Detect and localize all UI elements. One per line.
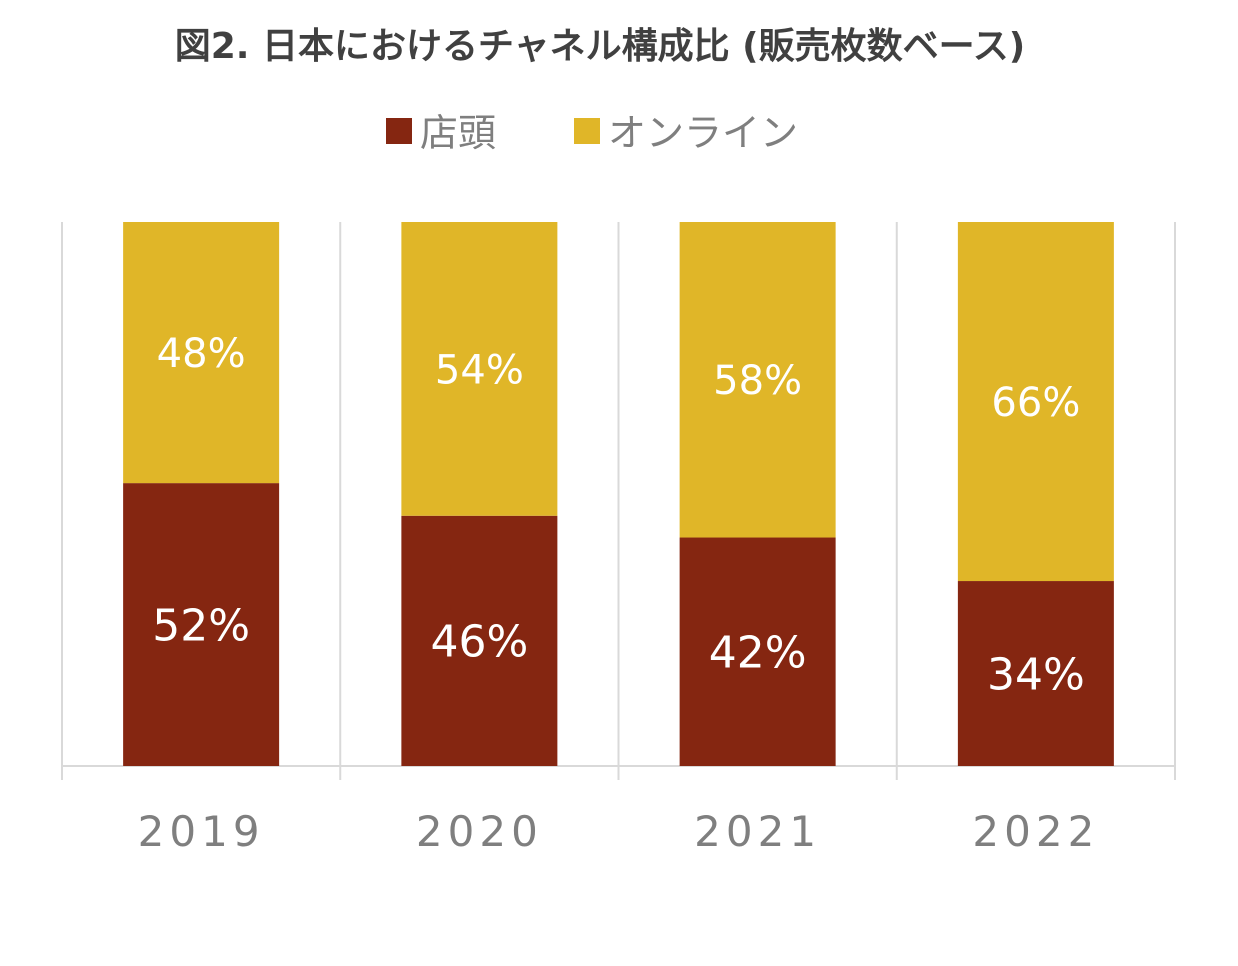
data-label: 42% xyxy=(709,628,807,679)
chart-title: 図2. 日本におけるチャネル構成比 (販売枚数ベース) xyxy=(175,26,1026,67)
data-label: 52% xyxy=(152,600,250,651)
bar-segment xyxy=(679,537,836,766)
bar-segment xyxy=(957,222,1114,582)
x-tick-label: 2020 xyxy=(416,807,543,856)
bar-segment xyxy=(123,222,280,484)
data-label: 34% xyxy=(987,649,1085,700)
legend: 店頭 オンライン xyxy=(386,111,798,155)
legend-swatch xyxy=(574,118,600,144)
data-label: 48% xyxy=(157,331,246,377)
data-label: 58% xyxy=(713,358,802,404)
x-tick-label: 2021 xyxy=(694,807,821,856)
bar-segment xyxy=(401,222,558,516)
x-tick-label: 2022 xyxy=(972,807,1099,856)
bars xyxy=(123,222,1114,766)
data-label: 46% xyxy=(430,617,528,668)
x-tick-label: 2019 xyxy=(138,807,265,856)
data-label: 66% xyxy=(991,380,1080,426)
x-axis-tick-labels: 2019 2020 2021 2022 xyxy=(138,807,1099,856)
legend-label: 店頭 xyxy=(420,111,496,155)
bar-segment xyxy=(679,222,836,538)
data-label: 54% xyxy=(435,347,524,393)
bar-segment xyxy=(123,483,280,766)
data-labels: 52% 48% 46% 54% 42% 58% 34% 66% xyxy=(152,331,1085,700)
legend-swatch xyxy=(386,118,412,144)
bar-segment xyxy=(401,515,558,766)
bar-segment xyxy=(957,581,1114,766)
legend-label: オンライン xyxy=(608,111,798,155)
